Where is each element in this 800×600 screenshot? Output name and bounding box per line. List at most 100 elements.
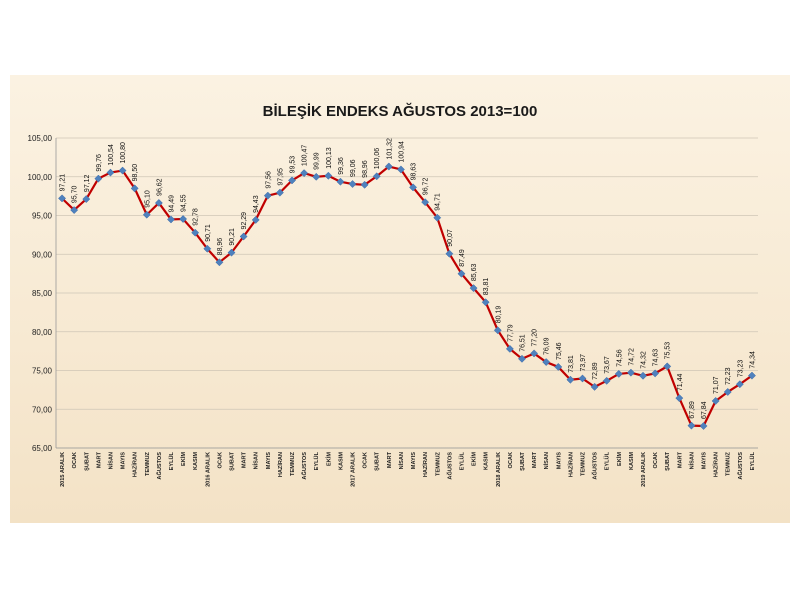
data-label: 95,70 (72, 185, 79, 203)
x-tick-label: TEMMUZ (290, 451, 296, 476)
data-label: 76,51 (519, 334, 526, 352)
data-label: 87,49 (459, 249, 466, 267)
x-tick-label: KASIM (629, 452, 635, 470)
x-tick-label: AĞUSTOS (445, 452, 453, 480)
data-point (82, 195, 91, 204)
x-tick-label: NİSAN (543, 452, 550, 469)
x-tick-label: MART (532, 451, 538, 468)
data-point (469, 284, 478, 293)
data-point (215, 258, 224, 267)
x-tick-label: MART (96, 451, 102, 468)
x-tick-label: TEMMUZ (435, 451, 441, 476)
data-point (699, 422, 708, 430)
data-point (711, 397, 720, 405)
data-label: 94,43 (253, 195, 260, 213)
x-tick-label: AĞUSTOS (155, 452, 163, 480)
data-label: 100,94 (398, 141, 405, 163)
x-tick-label: 2017 ARALIK (351, 452, 357, 487)
x-tick-label: NİSAN (688, 452, 695, 469)
data-label: 77,20 (532, 329, 539, 347)
data-label: 92,78 (193, 208, 200, 226)
x-tick-label: KASIM (193, 452, 199, 470)
data-label: 75,53 (665, 342, 672, 360)
data-label: 73,23 (737, 360, 744, 378)
data-point (142, 210, 151, 219)
data-point (154, 198, 163, 207)
data-point (58, 194, 67, 203)
data-point (409, 183, 418, 192)
data-point (384, 162, 393, 171)
data-point (348, 180, 357, 188)
data-label: 101,32 (386, 138, 393, 160)
data-label: 97,95 (277, 168, 284, 186)
x-tick-label: TEMMUZ (145, 451, 151, 476)
data-point (300, 169, 309, 178)
data-label: 85,63 (471, 263, 478, 281)
x-tick-label: ŞUBAT (375, 451, 381, 470)
data-label: 99,06 (350, 159, 357, 177)
x-tick-label: HAZİRAN (422, 452, 429, 477)
data-label: 71,07 (713, 376, 720, 394)
data-label: 71,44 (677, 373, 684, 391)
data-point (94, 174, 103, 183)
data-label: 74,63 (653, 349, 660, 367)
data-label: 74,34 (749, 351, 756, 369)
x-tick-label: OCAK (217, 452, 223, 468)
y-tick-label: 70,00 (32, 405, 53, 414)
data-point (578, 374, 587, 383)
data-label: 100,13 (326, 147, 333, 169)
x-tick-label: HAZİRAN (277, 452, 284, 477)
data-label: 90,71 (205, 224, 212, 242)
x-tick-label: 2018 ARALIK (496, 452, 502, 487)
data-point (747, 371, 756, 380)
data-point (626, 368, 635, 377)
y-tick-label: 80,00 (32, 328, 53, 337)
data-label: 99,99 (314, 152, 321, 170)
x-tick-label: MAYIS (702, 452, 708, 469)
x-tick-label: MAYIS (121, 452, 127, 469)
data-label: 97,21 (60, 174, 67, 192)
data-point (687, 421, 696, 430)
data-point (312, 172, 321, 181)
data-label: 96,62 (156, 178, 163, 196)
data-point (590, 382, 599, 391)
y-tick-label: 95,00 (32, 212, 53, 221)
data-point (518, 354, 526, 363)
chart-title: BİLEŞİK ENDEKS AĞUSTOS 2013=100 (262, 103, 538, 120)
data-point (288, 176, 296, 185)
x-tick-label: OCAK (363, 452, 369, 468)
x-tick-label: TEMMUZ (581, 451, 587, 476)
x-tick-label: EYLÜL (604, 451, 611, 470)
x-tick-label: EKİM (616, 452, 623, 466)
data-label: 75,46 (556, 342, 563, 360)
x-tick-label: EYLÜL (313, 451, 320, 470)
data-point (481, 298, 490, 307)
data-label: 67,89 (689, 401, 696, 419)
x-tick-label: NİSAN (398, 452, 405, 469)
data-point (372, 172, 381, 181)
data-point (457, 269, 466, 278)
x-tick-label: 2019 ARALIK (641, 452, 647, 487)
data-label: 77,79 (507, 324, 514, 342)
data-label: 74,32 (641, 351, 648, 369)
data-point (663, 362, 672, 371)
data-label: 98,96 (362, 160, 369, 178)
data-point (505, 344, 514, 353)
data-label: 98,50 (132, 164, 139, 182)
data-label: 99,76 (96, 154, 103, 172)
data-label: 100,06 (374, 148, 381, 170)
x-tick-label: EYLÜL (458, 451, 465, 470)
data-label: 95,10 (144, 190, 151, 208)
x-tick-label: AĞUSTOS (300, 452, 308, 480)
x-tick-label: EKİM (471, 452, 478, 466)
x-tick-label: MAYIS (266, 452, 272, 469)
data-point (167, 215, 175, 224)
x-tick-label: MART (387, 451, 393, 468)
data-point (227, 248, 236, 257)
x-tick-label: MART (242, 451, 248, 468)
data-label: 94,71 (435, 193, 442, 211)
data-label: 73,67 (604, 356, 611, 374)
x-tick-label: AĞUSTOS (736, 452, 744, 480)
x-tick-label: EKİM (325, 452, 332, 466)
